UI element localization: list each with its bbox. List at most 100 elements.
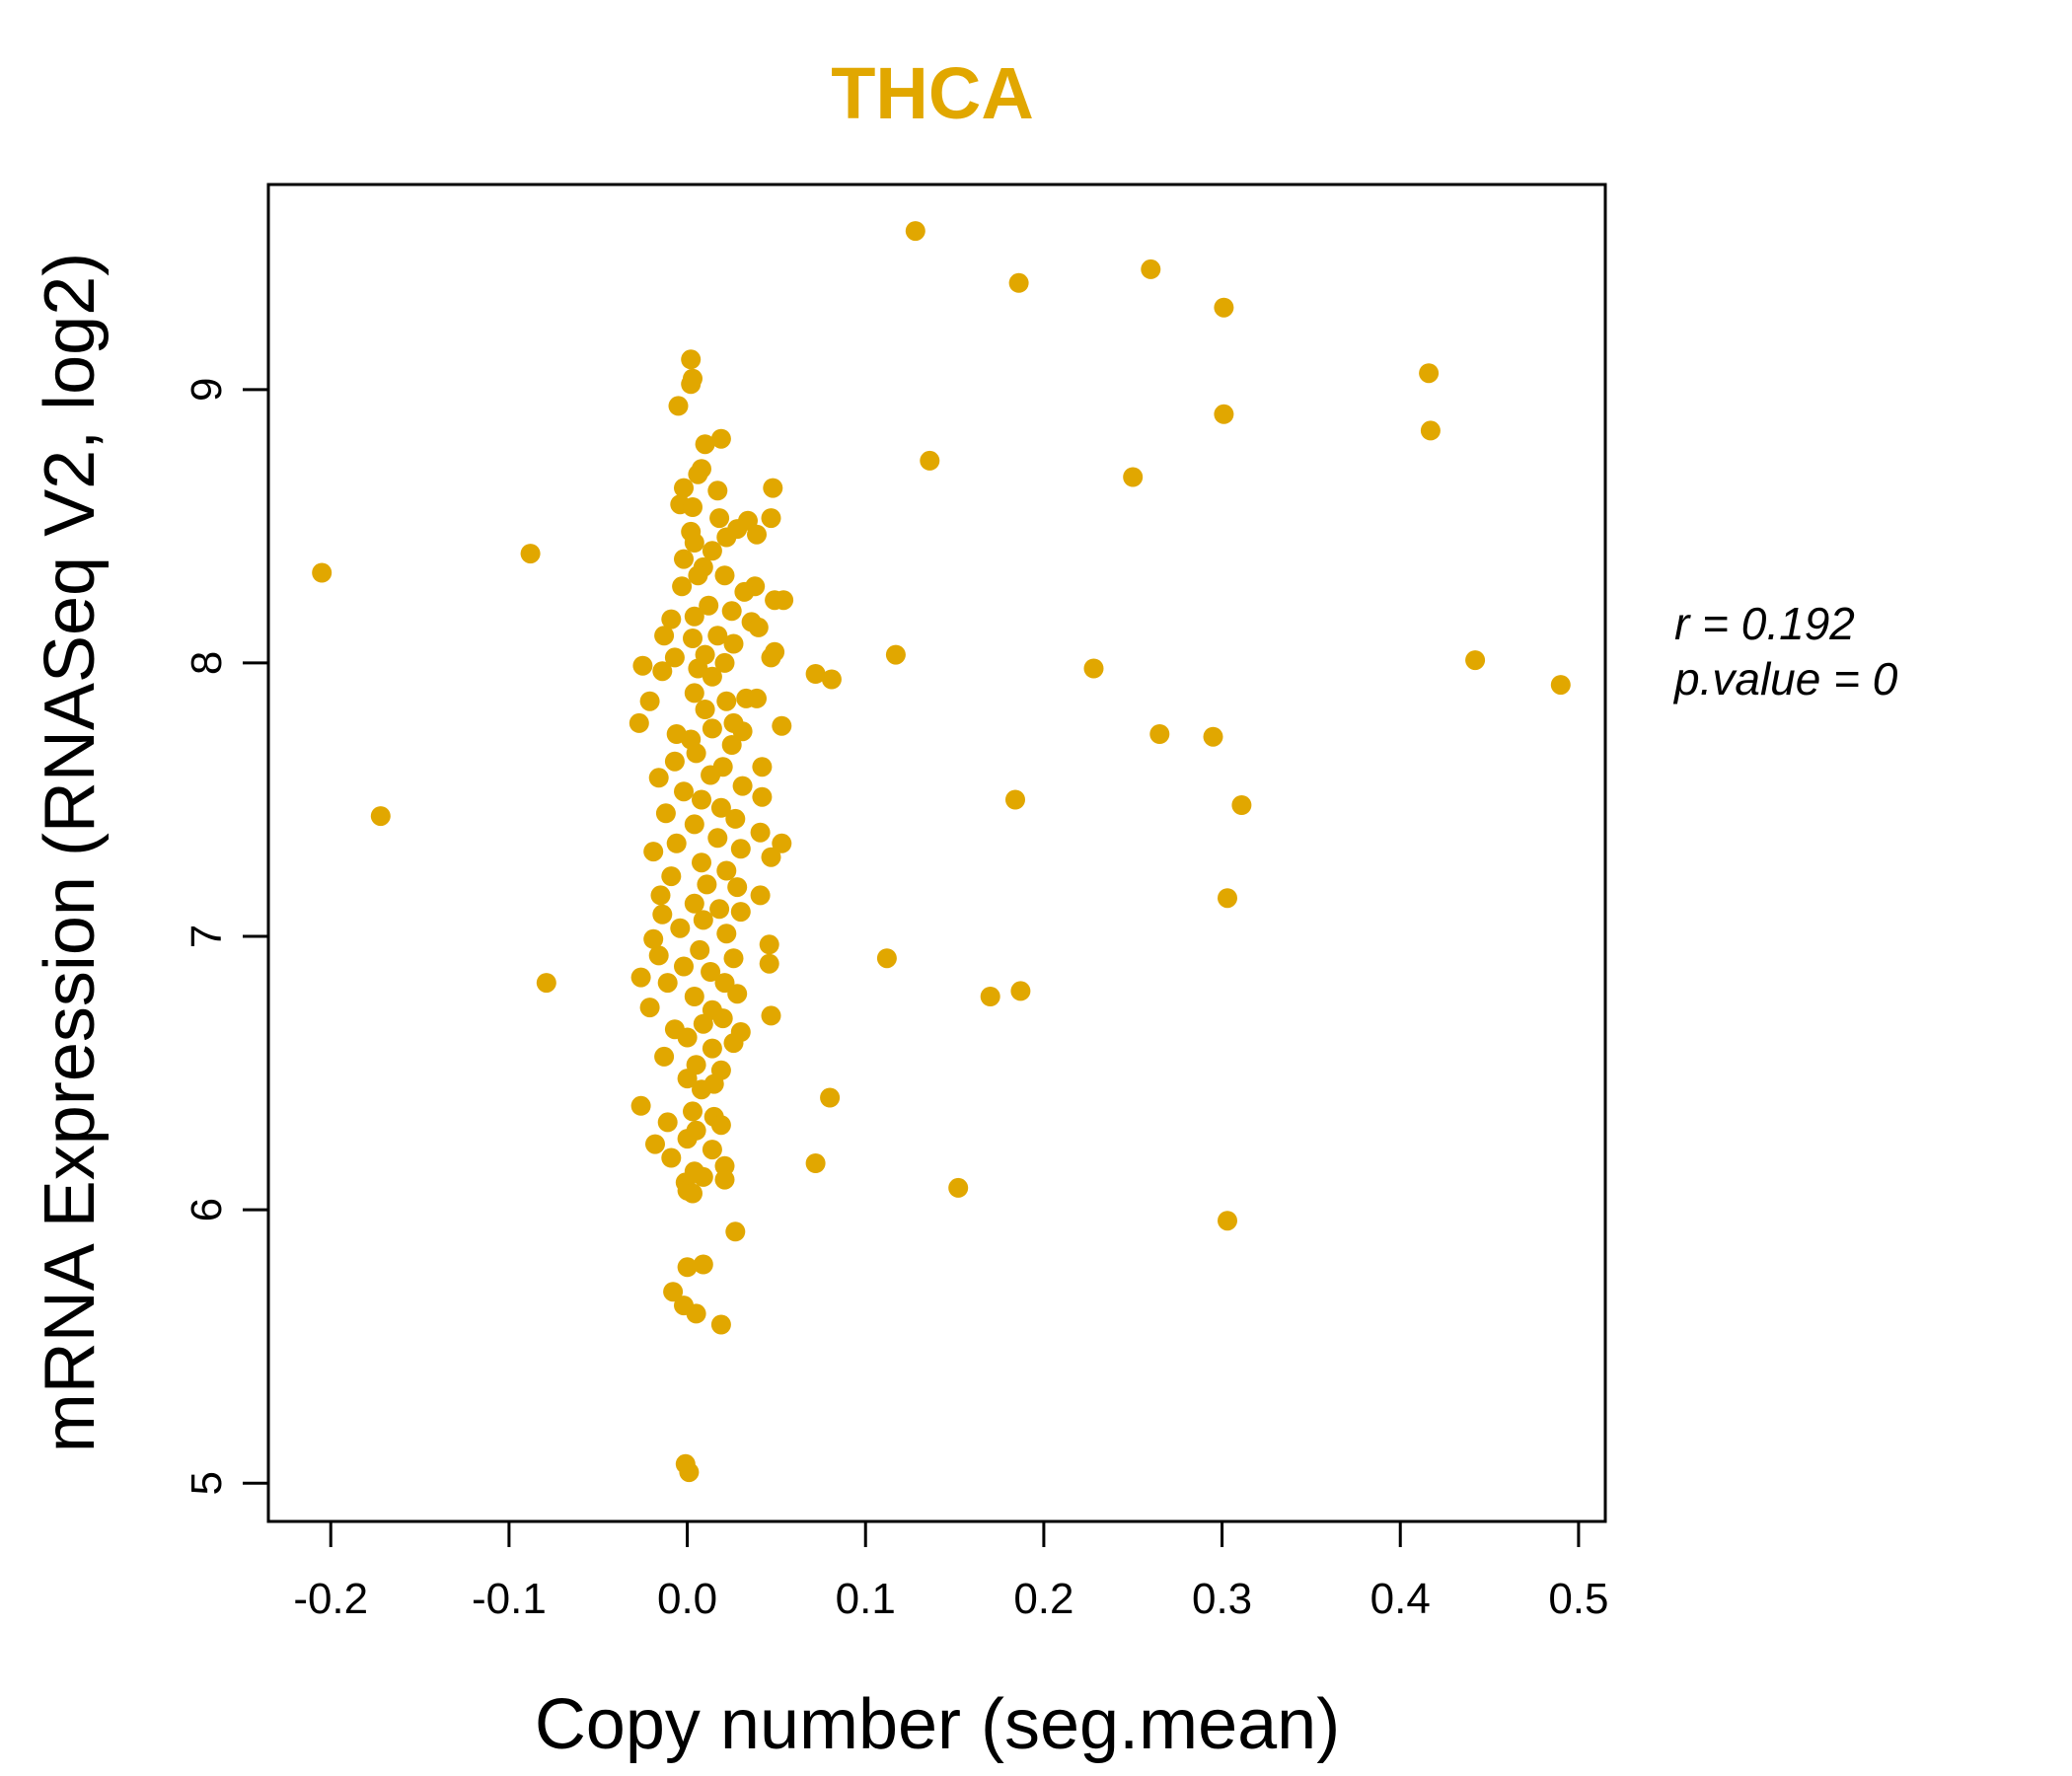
y-axis-label: mRNA Expression (RNASeq V2, log2) — [31, 253, 110, 1452]
data-point — [643, 842, 664, 862]
data-point — [709, 899, 730, 920]
data-point — [683, 497, 703, 517]
data-point — [652, 661, 673, 682]
data-point — [1008, 272, 1029, 293]
data-point — [668, 396, 689, 416]
data-point — [657, 1112, 678, 1133]
data-point — [312, 562, 333, 583]
x-tick-label: 0.4 — [1370, 1575, 1431, 1623]
data-point — [920, 450, 940, 471]
data-point — [663, 1282, 684, 1302]
data-point — [1218, 1211, 1237, 1231]
data-point — [1010, 981, 1031, 1001]
data-point — [716, 860, 737, 881]
data-point — [683, 1101, 703, 1122]
data-point — [692, 852, 711, 873]
data-point — [643, 928, 664, 949]
x-tick-label: 0.1 — [836, 1575, 896, 1623]
data-point — [632, 655, 653, 676]
data-point — [727, 877, 748, 898]
data-point — [876, 948, 897, 969]
data-point — [774, 590, 794, 611]
data-point — [661, 866, 682, 887]
data-point — [747, 524, 767, 545]
data-point — [684, 533, 704, 553]
data-point — [714, 565, 735, 586]
data-point — [763, 478, 783, 498]
data-point — [683, 1183, 703, 1204]
data-point — [693, 1254, 713, 1275]
data-point — [714, 652, 735, 673]
data-point — [723, 948, 744, 969]
data-point — [707, 481, 728, 501]
data-point — [702, 666, 722, 687]
data-point — [714, 1155, 735, 1176]
data-point — [690, 939, 710, 960]
y-tick-label: 7 — [183, 925, 231, 948]
data-point — [761, 847, 781, 867]
data-point — [674, 781, 694, 802]
data-point — [761, 508, 781, 529]
data-point — [759, 934, 779, 955]
data-point — [630, 1095, 651, 1116]
data-point — [664, 647, 685, 668]
data-point — [672, 576, 693, 597]
y-tick-label: 9 — [183, 378, 231, 402]
data-point — [702, 718, 722, 739]
data-point — [750, 885, 771, 906]
data-point — [723, 633, 744, 654]
data-point — [1083, 658, 1104, 679]
data-point — [1005, 789, 1025, 810]
data-point — [639, 998, 660, 1018]
data-point — [730, 839, 751, 859]
data-point — [657, 973, 678, 994]
data-point — [1218, 888, 1237, 909]
data-point — [664, 751, 685, 772]
data-point — [821, 669, 842, 690]
data-point — [670, 918, 691, 938]
data-point — [1141, 259, 1161, 279]
data-point — [693, 910, 713, 930]
data-point — [723, 1033, 744, 1054]
data-point — [772, 833, 792, 853]
x-tick-label: 0.5 — [1548, 1575, 1608, 1623]
data-point — [1465, 650, 1486, 671]
data-point — [684, 893, 704, 914]
data-point — [702, 541, 722, 561]
data-point — [686, 1303, 706, 1324]
x-tick-label: 0.0 — [657, 1575, 717, 1623]
data-point — [674, 478, 694, 498]
data-point — [655, 803, 676, 824]
data-point — [666, 833, 687, 853]
data-point — [712, 1008, 733, 1029]
data-point — [707, 828, 728, 849]
data-point — [716, 691, 737, 711]
data-point — [1420, 420, 1441, 441]
data-point — [1419, 363, 1440, 384]
data-point — [820, 1087, 841, 1108]
x-tick-label: -0.1 — [472, 1575, 547, 1623]
data-point — [520, 544, 541, 564]
data-point — [759, 953, 779, 974]
data-point — [693, 1013, 713, 1034]
data-point — [677, 1069, 698, 1089]
data-point — [681, 349, 702, 370]
data-point — [805, 1153, 826, 1173]
data-point — [732, 776, 753, 796]
data-point — [750, 822, 771, 843]
data-point — [948, 1177, 969, 1198]
data-point — [688, 658, 708, 679]
data-point — [732, 721, 753, 742]
data-point — [1123, 467, 1144, 487]
y-tick-label: 5 — [183, 1471, 231, 1495]
y-axis: 5 6 7 8 9 — [183, 378, 270, 1495]
points-layer — [312, 221, 1571, 1483]
data-point — [630, 967, 651, 988]
data-point — [695, 700, 715, 719]
data-point — [648, 945, 669, 966]
data-point — [692, 789, 711, 810]
y-tick-label: 8 — [183, 651, 231, 675]
plot-frame — [266, 183, 1607, 1523]
data-point — [645, 1134, 665, 1154]
data-point — [684, 606, 704, 627]
